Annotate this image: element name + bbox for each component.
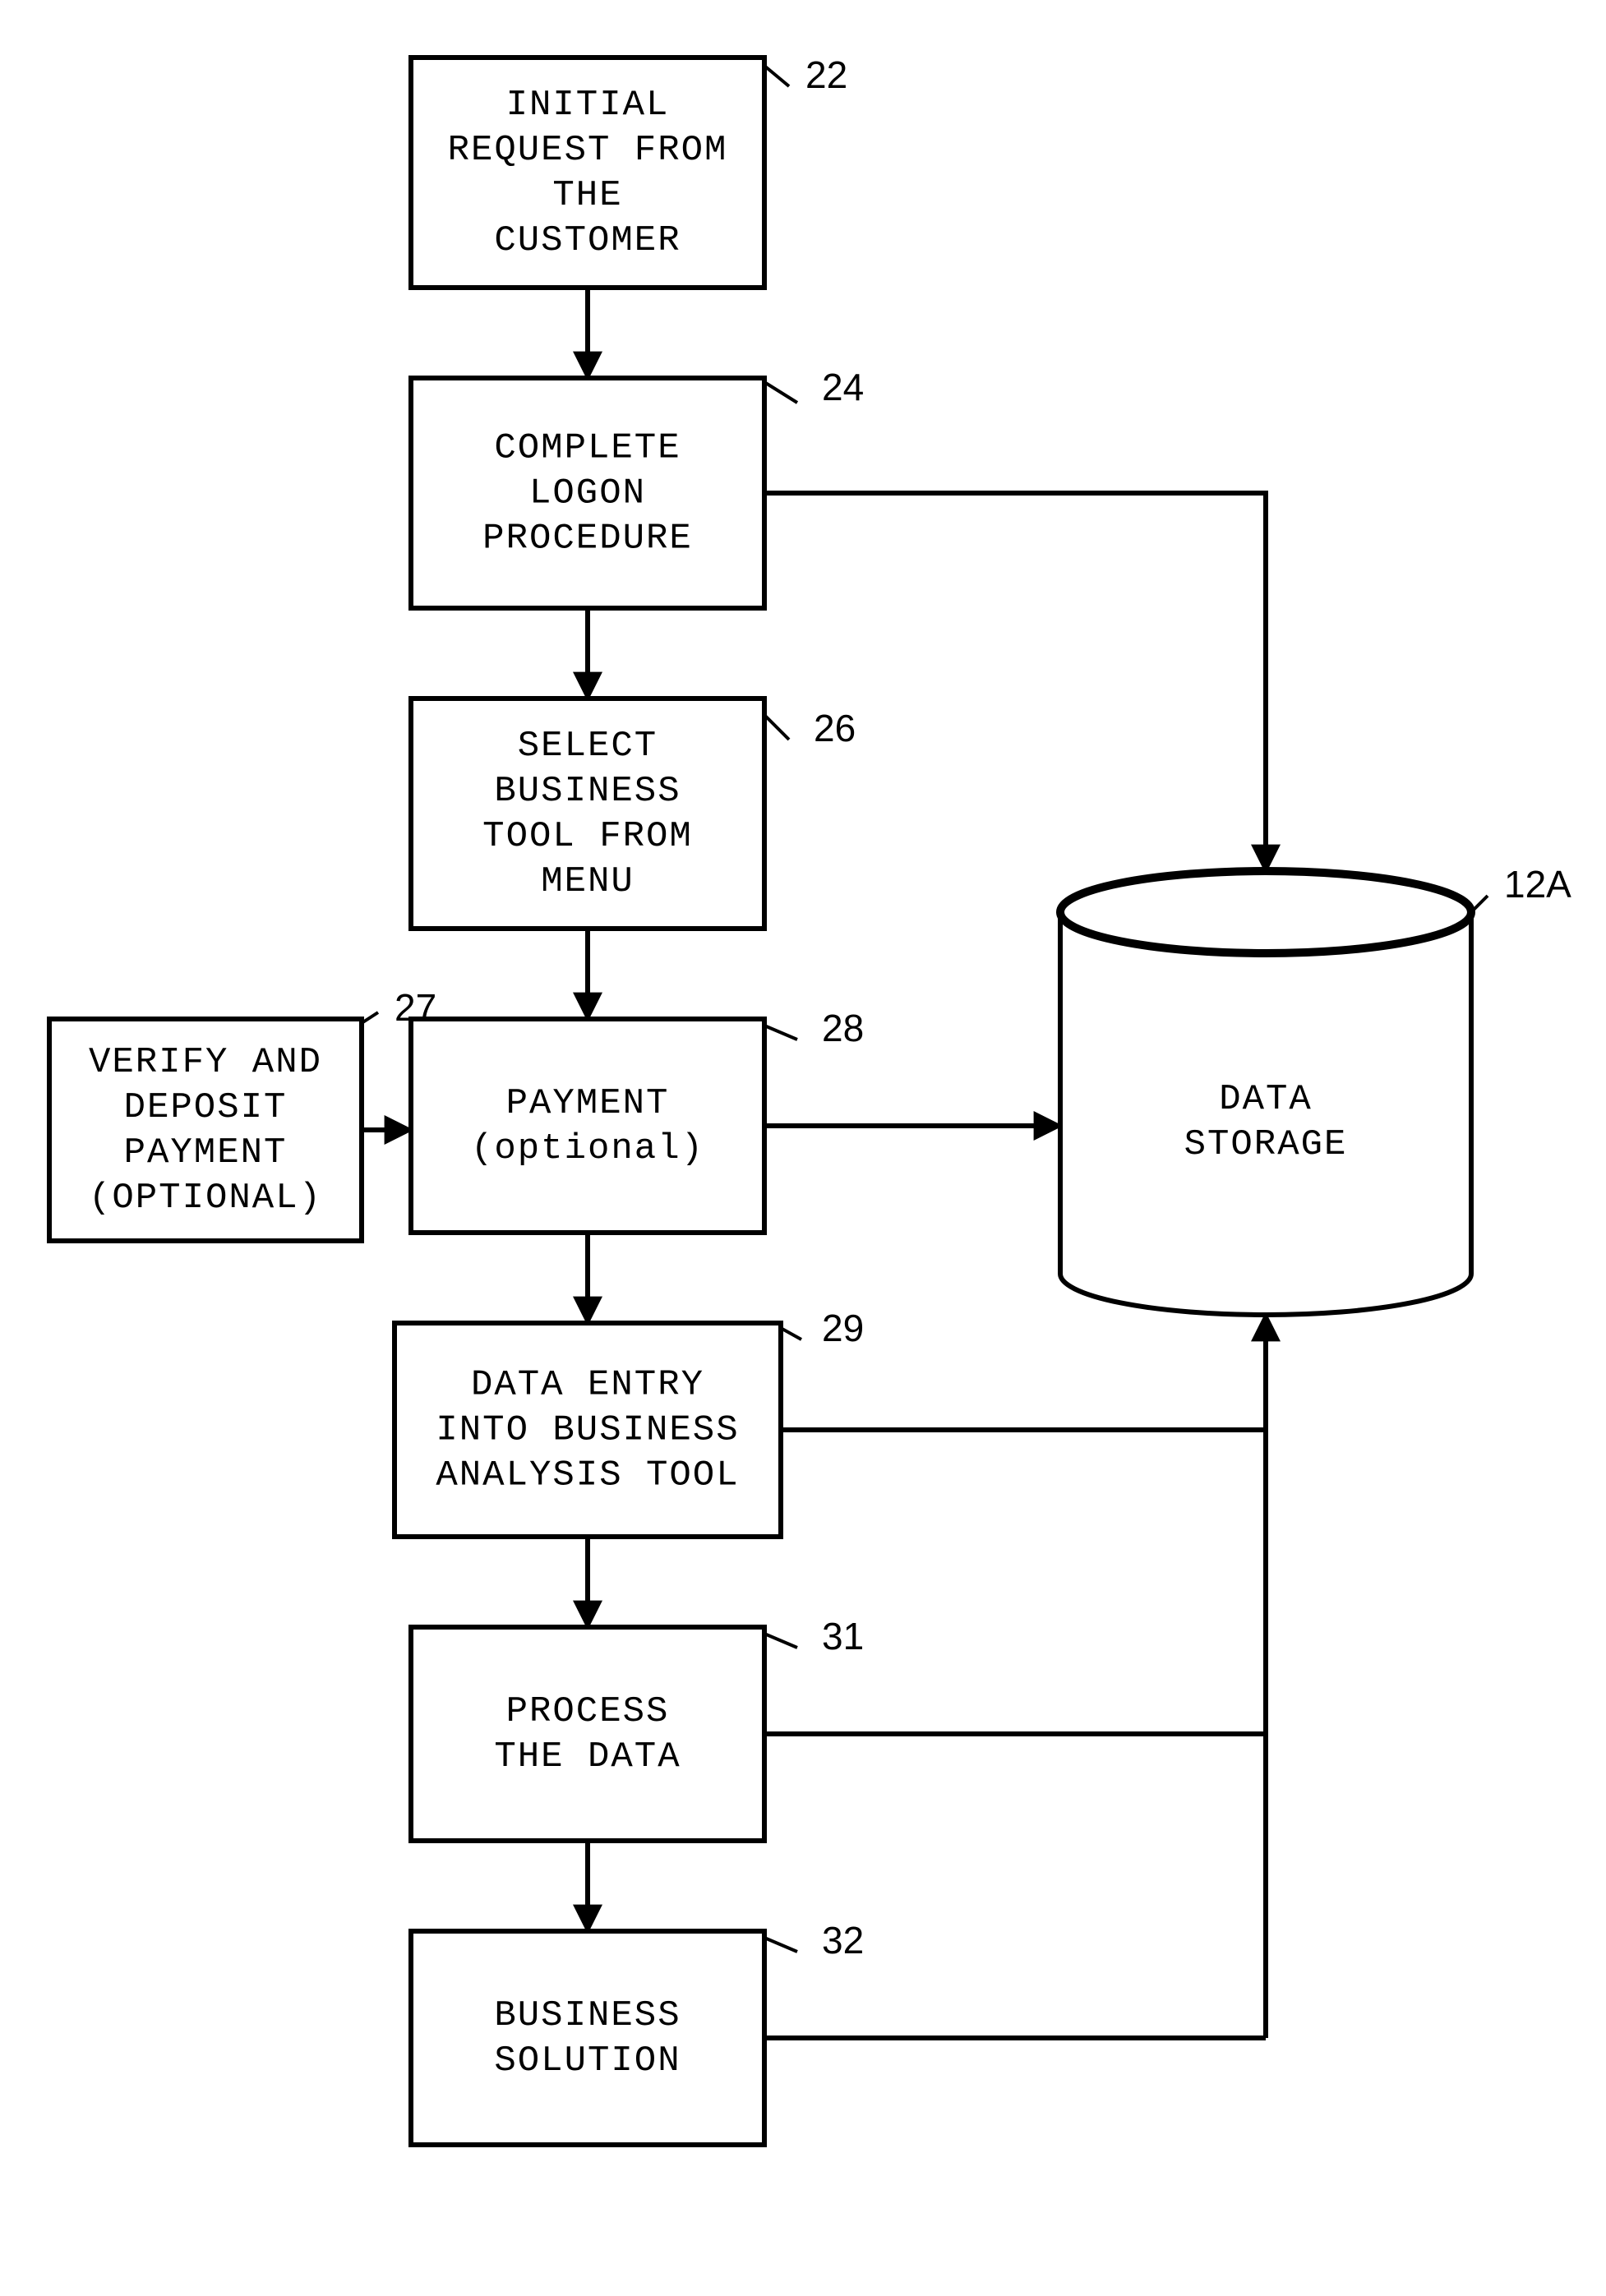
flow-box-text: CUSTOMER [494,220,681,261]
ref-leader [764,715,789,740]
ref-label: 28 [822,1007,864,1049]
ref-leader [764,1026,797,1040]
ref-label: 26 [814,707,856,749]
flow-box-text: THE DATA [494,1736,681,1777]
flow-box-text: PROCESS [506,1691,670,1732]
flow-box-text: THE [552,175,622,216]
flow-box-text: BUSINESS [494,771,681,812]
ref-leader [764,382,797,403]
cylinder-text: DATA [1219,1079,1313,1120]
flow-box-text: MENU [541,861,635,902]
flow-box-text: PAYMENT [506,1083,670,1124]
flow-box-n32 [411,1931,764,2145]
nodes-layer: INITIALREQUEST FROMTHECUSTOMER COMPLETELO… [49,58,1471,2145]
flow-box-text: DATA ENTRY [471,1365,704,1406]
flow-box-text: ANALYSIS TOOL [436,1455,739,1496]
cylinder-top [1060,871,1471,953]
flow-box-text: PAYMENT [124,1132,288,1173]
ref-label: 22 [805,53,847,96]
ref-leader [764,1634,797,1648]
flow-box-text: VERIFY AND [89,1042,322,1083]
ref-label: 24 [822,366,864,408]
ref-leader [764,66,789,86]
ref-label: 32 [822,1919,864,1962]
ref-label: 27 [395,986,436,1029]
flowchart-canvas: INITIALREQUEST FROMTHECUSTOMER COMPLETELO… [0,0,1606,2296]
flow-box-text: REQUEST FROM [448,130,728,171]
flow-box-n28 [411,1019,764,1233]
flow-box-text: INTO BUSINESS [436,1410,739,1451]
flow-box-text: SOLUTION [494,2040,681,2082]
flow-box-text: PROCEDURE [482,519,693,560]
cylinder-text: STORAGE [1184,1124,1348,1165]
ref-label: 12A [1504,863,1571,906]
ref-leader [764,1938,797,1952]
flow-box-text: (OPTIONAL) [89,1178,322,1219]
flow-box-text: LOGON [529,473,646,514]
flow-box-text: BUSINESS [494,1995,681,2036]
flow-box-text: (optional) [471,1128,704,1169]
flow-box-text: DEPOSIT [124,1087,288,1128]
flow-box-text: INITIAL [506,85,670,126]
ref-label: 29 [822,1307,864,1349]
flow-box-text: SELECT [518,726,658,767]
flow-arrow [764,493,1266,871]
flow-box-text: COMPLETE [494,428,681,469]
flow-box-n31 [411,1627,764,1841]
ref-label: 31 [822,1615,864,1657]
flow-box-text: TOOL FROM [482,816,693,857]
